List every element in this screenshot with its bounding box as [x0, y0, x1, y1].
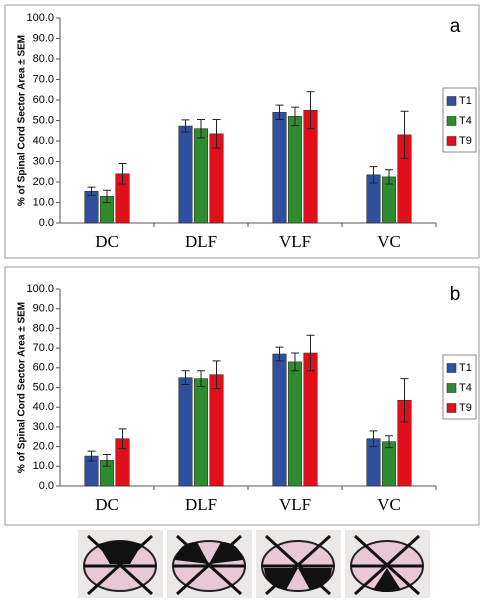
x-tick-label: VC [377, 495, 401, 514]
bar [381, 441, 397, 487]
y-tick-label: 10.0 [33, 460, 54, 472]
panel-label: b [450, 284, 461, 305]
panel-label: a [450, 16, 461, 37]
legend-swatch [446, 363, 457, 373]
y-tick-label: 70.0 [33, 342, 54, 354]
legend-label: T4 [459, 115, 472, 127]
x-tick-label: VLF [279, 495, 311, 514]
legend-swatch [446, 136, 457, 146]
section-image [256, 530, 341, 598]
panel-frame [4, 4, 480, 259]
y-tick-label: 40.0 [33, 135, 54, 147]
y-tick-label: 60.0 [33, 94, 54, 106]
x-tick-label: VC [377, 232, 401, 251]
section-image [78, 530, 163, 598]
legend-label: T1 [459, 95, 472, 107]
x-tick-label: VLF [279, 232, 311, 251]
bar [287, 116, 303, 224]
bar [193, 128, 209, 224]
error-bar [181, 119, 190, 133]
bar [84, 190, 99, 224]
error-bar [275, 346, 284, 362]
x-tick-label: DC [95, 495, 119, 514]
error-bar [369, 166, 378, 184]
error-bar [118, 428, 127, 450]
bar [287, 361, 303, 487]
section-image [345, 530, 430, 598]
error-bar [103, 189, 111, 203]
y-axis-label: % of Spinal Cord Sector Area ± SEM [17, 35, 28, 206]
y-tick-label: 100.0 [26, 283, 54, 295]
error-bar [197, 118, 205, 139]
bar [193, 378, 209, 487]
legend-label: T9 [459, 135, 472, 147]
y-tick-label: 90.0 [33, 303, 54, 315]
y-tick-label: 40.0 [33, 401, 54, 413]
bar [303, 352, 318, 487]
error-bar [212, 118, 221, 149]
panel-frame [4, 266, 480, 526]
x-tick-label: DLF [185, 232, 217, 251]
error-bar [197, 370, 205, 388]
error-bar [385, 169, 393, 185]
y-tick-label: 0.0 [39, 217, 54, 229]
error-bar [87, 450, 96, 462]
x-tick-label: DLF [185, 495, 217, 514]
legend-swatch [446, 96, 457, 106]
y-tick-label: 10.0 [33, 196, 54, 208]
x-tick-label: DC [95, 232, 119, 251]
legend-label: T4 [459, 382, 472, 394]
error-bar [291, 352, 299, 372]
bar [272, 353, 287, 487]
bar [209, 374, 224, 487]
error-bar [275, 104, 284, 120]
error-bar [212, 360, 221, 389]
bar [178, 377, 193, 487]
y-tick-label: 80.0 [33, 53, 54, 65]
section-images [78, 530, 430, 598]
y-tick-label: 0.0 [39, 480, 54, 492]
y-tick-label: 100.0 [26, 12, 54, 24]
bar [178, 125, 193, 224]
y-tick-label: 50.0 [33, 114, 54, 126]
y-tick-label: 60.0 [33, 362, 54, 374]
y-tick-label: 90.0 [33, 32, 54, 44]
y-tick-label: 70.0 [33, 73, 54, 85]
legend-swatch [446, 403, 457, 413]
y-tick-label: 20.0 [33, 441, 54, 453]
error-bar [385, 435, 393, 449]
error-bar [118, 163, 127, 185]
y-tick-label: 30.0 [33, 155, 54, 167]
error-bar [181, 370, 190, 386]
legend-label: T1 [459, 362, 472, 374]
error-bar [87, 186, 96, 196]
error-bar [291, 106, 299, 127]
error-bar [103, 453, 111, 467]
bar [272, 112, 287, 224]
section-image [167, 530, 252, 598]
y-tick-label: 50.0 [33, 381, 54, 393]
error-bar [306, 334, 315, 372]
legend-swatch [446, 116, 457, 126]
y-tick-label: 30.0 [33, 421, 54, 433]
y-tick-label: 80.0 [33, 322, 54, 334]
error-bar [400, 378, 409, 423]
y-axis-label: % of Spinal Cord Sector Area ± SEM [17, 302, 28, 473]
error-bar [400, 110, 409, 159]
error-bar [369, 430, 378, 448]
legend-label: T9 [459, 402, 472, 414]
error-bar [306, 91, 315, 130]
y-tick-label: 20.0 [33, 176, 54, 188]
legend-swatch [446, 383, 457, 393]
